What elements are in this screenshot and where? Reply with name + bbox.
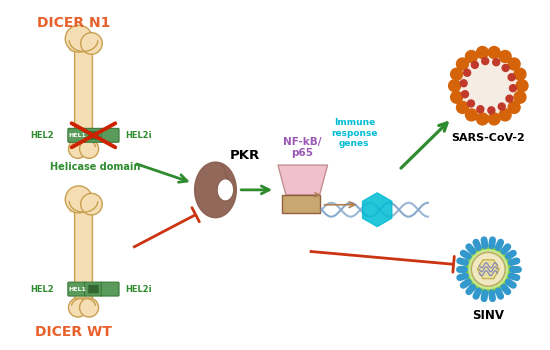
- Circle shape: [464, 69, 471, 76]
- Circle shape: [488, 107, 495, 114]
- Circle shape: [65, 25, 92, 52]
- Polygon shape: [278, 165, 328, 195]
- FancyBboxPatch shape: [282, 195, 320, 213]
- Circle shape: [488, 113, 500, 125]
- FancyBboxPatch shape: [75, 41, 92, 144]
- Text: SINV: SINV: [472, 309, 504, 322]
- Circle shape: [509, 85, 516, 92]
- Circle shape: [81, 33, 102, 54]
- Circle shape: [461, 91, 469, 98]
- FancyBboxPatch shape: [88, 285, 98, 293]
- Circle shape: [499, 109, 511, 121]
- Circle shape: [493, 59, 499, 66]
- Polygon shape: [477, 260, 499, 279]
- Text: HEL2: HEL2: [30, 285, 54, 294]
- Circle shape: [465, 109, 477, 121]
- Circle shape: [80, 139, 98, 158]
- Circle shape: [68, 139, 87, 158]
- FancyBboxPatch shape: [101, 282, 119, 296]
- Text: DICER WT: DICER WT: [35, 325, 112, 339]
- FancyBboxPatch shape: [72, 141, 96, 153]
- Text: HEL2: HEL2: [30, 131, 54, 140]
- Circle shape: [466, 247, 510, 291]
- Circle shape: [498, 103, 505, 110]
- Circle shape: [450, 91, 463, 103]
- Circle shape: [502, 64, 509, 71]
- Circle shape: [471, 252, 505, 286]
- Text: Helicase domain: Helicase domain: [50, 162, 141, 172]
- FancyBboxPatch shape: [101, 128, 119, 142]
- Circle shape: [514, 68, 526, 80]
- Text: HEL2i: HEL2i: [125, 131, 151, 140]
- Text: NF-kB/
p65: NF-kB/ p65: [283, 137, 321, 158]
- Circle shape: [476, 113, 488, 125]
- FancyBboxPatch shape: [75, 202, 92, 302]
- Circle shape: [471, 61, 478, 68]
- FancyBboxPatch shape: [72, 300, 96, 312]
- Circle shape: [456, 54, 520, 118]
- Circle shape: [508, 58, 520, 70]
- Circle shape: [516, 80, 528, 92]
- Text: HEL1: HEL1: [69, 287, 86, 292]
- Text: HEL2i: HEL2i: [125, 285, 151, 294]
- FancyBboxPatch shape: [68, 282, 86, 296]
- Circle shape: [488, 47, 500, 58]
- Circle shape: [65, 186, 92, 213]
- Text: DICER N1: DICER N1: [37, 16, 111, 30]
- Text: HEL1: HEL1: [69, 133, 86, 138]
- Polygon shape: [362, 193, 392, 226]
- Circle shape: [508, 74, 515, 81]
- Circle shape: [81, 193, 102, 215]
- Circle shape: [80, 298, 98, 317]
- FancyBboxPatch shape: [69, 34, 94, 52]
- Circle shape: [508, 102, 520, 113]
- FancyBboxPatch shape: [68, 128, 86, 142]
- Circle shape: [477, 106, 484, 113]
- Circle shape: [506, 95, 513, 102]
- FancyBboxPatch shape: [69, 194, 94, 212]
- Circle shape: [449, 80, 460, 92]
- Circle shape: [476, 47, 488, 58]
- Circle shape: [460, 80, 467, 87]
- FancyBboxPatch shape: [85, 282, 102, 296]
- Text: Immune
response
genes: Immune response genes: [331, 118, 378, 148]
- Circle shape: [456, 58, 469, 70]
- Circle shape: [482, 58, 489, 65]
- Circle shape: [514, 91, 526, 103]
- Polygon shape: [195, 162, 236, 218]
- FancyBboxPatch shape: [85, 128, 102, 142]
- Circle shape: [465, 50, 477, 62]
- Circle shape: [499, 50, 511, 62]
- Text: SARS-CoV-2: SARS-CoV-2: [452, 133, 525, 143]
- Circle shape: [68, 298, 87, 317]
- Circle shape: [450, 68, 463, 80]
- Circle shape: [468, 100, 475, 107]
- FancyBboxPatch shape: [88, 131, 98, 139]
- Circle shape: [456, 102, 469, 113]
- Text: PKR: PKR: [230, 149, 260, 162]
